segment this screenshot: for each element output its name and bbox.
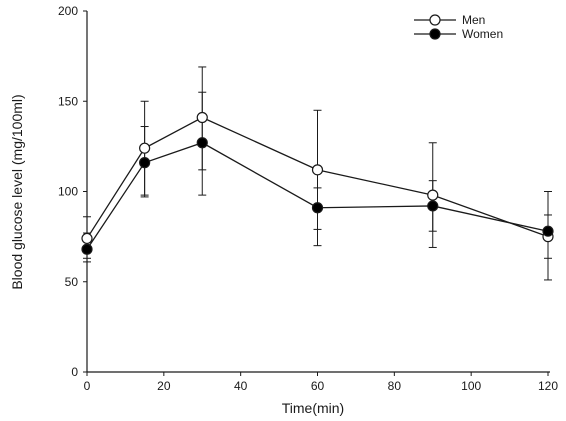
legend-marker-women [429,28,441,40]
series-line-men [86,116,549,239]
data-point-women [427,200,439,212]
legend-label-women: Women [462,27,503,41]
x-tick-label: 80 [388,379,402,393]
data-point-men [81,232,93,245]
series-line-women [86,142,549,250]
data-point-women [542,225,554,237]
data-point-women [311,202,324,214]
x-tick-label: 60 [311,379,325,393]
y-tick-label: 150 [58,94,78,108]
data-point-women [139,157,151,169]
y-tick-label: 100 [58,185,78,199]
axes [86,11,550,373]
y-axis-label: Blood glucose level (mg/100ml) [9,94,25,289]
legend-label-men: Men [462,13,485,27]
data-point-men [427,189,439,201]
data-point-men [311,164,324,176]
y-tick-label: 200 [58,4,78,18]
x-tick-label: 100 [461,379,481,393]
data-point-men [139,142,151,154]
x-tick-label: 0 [84,379,91,393]
x-tick-label: 20 [157,379,171,393]
data-point-women [81,243,93,255]
x-tick-label: 40 [234,379,248,393]
series-lines [86,116,549,250]
series-markers [81,111,554,255]
x-tick-label: 120 [538,379,558,393]
y-tick-label: 0 [71,365,78,379]
data-point-men [196,111,208,124]
x-ticks: 0 20 40 60 80 100 120 [84,372,558,393]
x-axis-label: Time(min) [282,400,344,416]
legend-marker-men [429,14,441,26]
data-point-women [196,137,208,149]
y-tick-label: 50 [65,275,79,289]
y-ticks: 0 50 100 150 200 [58,4,87,379]
